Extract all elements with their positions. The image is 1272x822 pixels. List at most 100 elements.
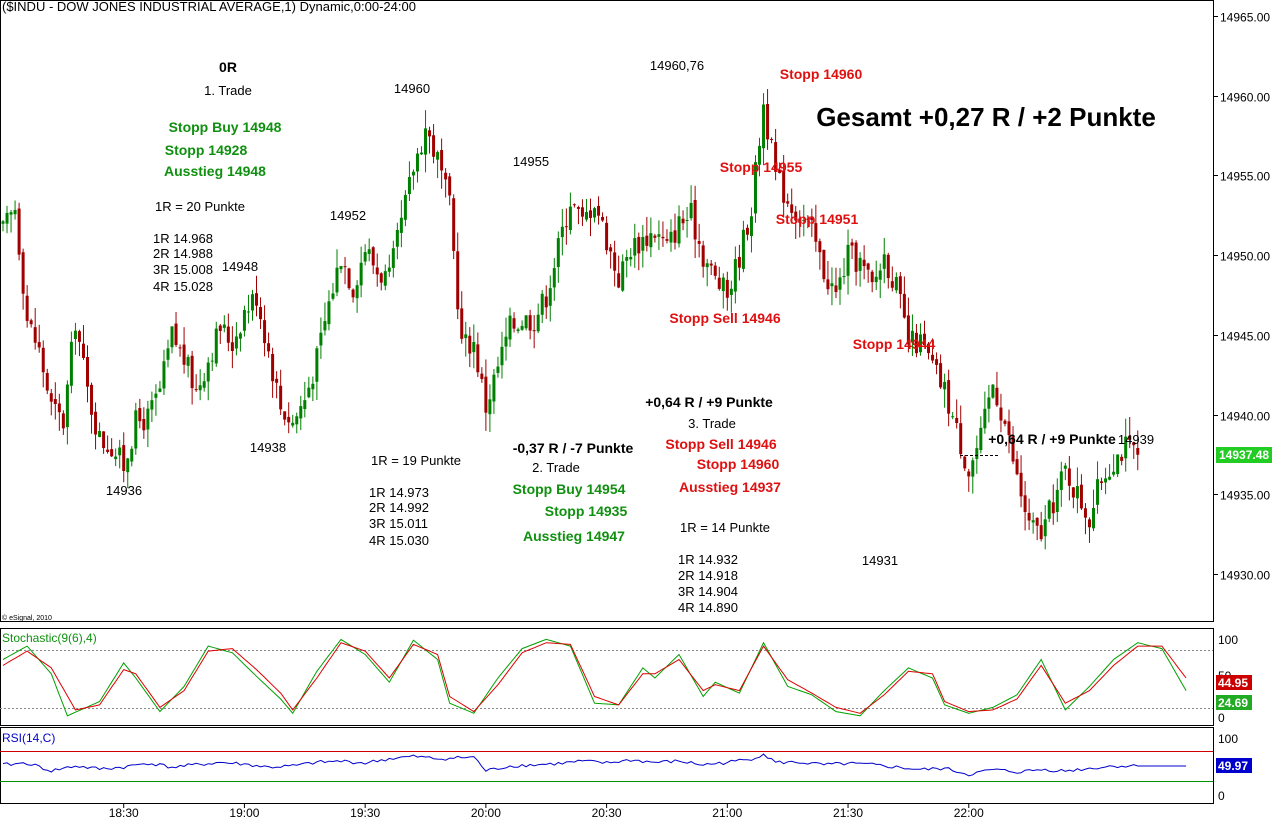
candle — [69, 331, 73, 394]
candle — [395, 222, 399, 260]
candle-body — [770, 138, 774, 140]
candle-body — [991, 384, 995, 398]
candle-body — [786, 201, 790, 204]
candle — [584, 198, 588, 222]
candle — [556, 231, 560, 283]
candle-body — [53, 399, 57, 405]
candle — [1043, 505, 1047, 550]
candle — [1023, 481, 1027, 531]
candle — [617, 255, 621, 289]
candle — [238, 331, 242, 352]
candle — [122, 432, 126, 483]
candle-body — [331, 293, 335, 299]
candle — [1059, 461, 1063, 507]
candle-body — [456, 251, 460, 310]
candle — [1079, 474, 1083, 511]
candle — [524, 315, 528, 331]
candle-body — [713, 265, 717, 276]
candle — [1007, 409, 1011, 454]
candle-body — [279, 385, 283, 410]
candle-body — [613, 252, 617, 271]
candle-body — [307, 387, 311, 398]
candle-body — [717, 277, 721, 289]
candle-body — [1031, 520, 1035, 523]
candle-body — [504, 336, 508, 347]
candle-body — [1112, 471, 1116, 475]
candle-body — [33, 327, 37, 343]
candle — [902, 276, 906, 319]
candle-body — [154, 393, 158, 398]
candle-body — [106, 449, 110, 452]
candle-body — [267, 343, 271, 352]
candle — [102, 431, 106, 454]
candle — [255, 275, 259, 317]
candle — [271, 347, 275, 398]
candle — [250, 289, 254, 321]
candle-body — [242, 309, 246, 331]
t1-stopp: Stopp 14928 — [165, 142, 248, 158]
candle-body — [21, 252, 25, 294]
candle — [53, 382, 57, 420]
candle-body — [886, 254, 890, 279]
candle — [492, 369, 496, 414]
candle — [311, 376, 315, 402]
candle — [532, 315, 536, 349]
candle-body — [818, 241, 822, 253]
t3-title: 3. Trade — [688, 416, 736, 431]
candle — [94, 402, 98, 450]
candle-body — [576, 207, 580, 209]
candle-body — [967, 471, 971, 477]
candle — [65, 380, 69, 445]
candle-body — [705, 263, 709, 268]
candle — [436, 150, 440, 179]
candle-body — [995, 387, 999, 406]
candle-body — [206, 362, 210, 382]
candle — [770, 137, 774, 144]
candle — [391, 240, 395, 278]
candle — [637, 232, 641, 271]
candle-body — [512, 318, 516, 329]
candle — [424, 110, 428, 173]
t2-1r: 1R = 19 Punkte — [371, 453, 461, 468]
candle-body — [194, 389, 198, 391]
candle-body — [178, 347, 182, 349]
candle-body — [524, 315, 528, 329]
candle-body — [1132, 442, 1136, 446]
candle-body — [130, 448, 134, 462]
candle — [564, 208, 568, 245]
candle — [488, 384, 492, 433]
candle — [142, 407, 146, 439]
candle — [194, 374, 198, 392]
price-label-14936: 14936 — [106, 483, 142, 498]
candle — [967, 468, 971, 492]
candle-body — [649, 233, 653, 248]
candle-body — [914, 332, 918, 354]
candle-body — [118, 447, 122, 456]
candle — [508, 307, 512, 347]
candle — [480, 367, 484, 383]
candle — [150, 391, 154, 423]
rsi-label: RSI(14,C) — [2, 731, 55, 745]
candle — [999, 393, 1003, 433]
candle — [906, 297, 910, 353]
candle-body — [987, 397, 991, 409]
candle-body — [878, 270, 882, 280]
time-tick-label: 22:00 — [954, 806, 984, 820]
candle-body — [677, 216, 681, 244]
candle-body — [218, 325, 222, 331]
candle — [1003, 419, 1007, 427]
candle — [351, 288, 355, 303]
candle — [504, 317, 508, 361]
candle-body — [814, 223, 818, 242]
candle-body — [395, 229, 399, 247]
candle — [9, 209, 13, 233]
candle-body — [918, 334, 922, 353]
candle — [878, 263, 882, 299]
candle — [45, 368, 49, 395]
price-tick-label: 14960.00 — [1220, 91, 1270, 105]
candle-body — [65, 384, 69, 428]
candle-body — [572, 204, 576, 206]
candle — [343, 257, 347, 285]
candle — [790, 188, 794, 224]
candle — [1015, 450, 1019, 476]
